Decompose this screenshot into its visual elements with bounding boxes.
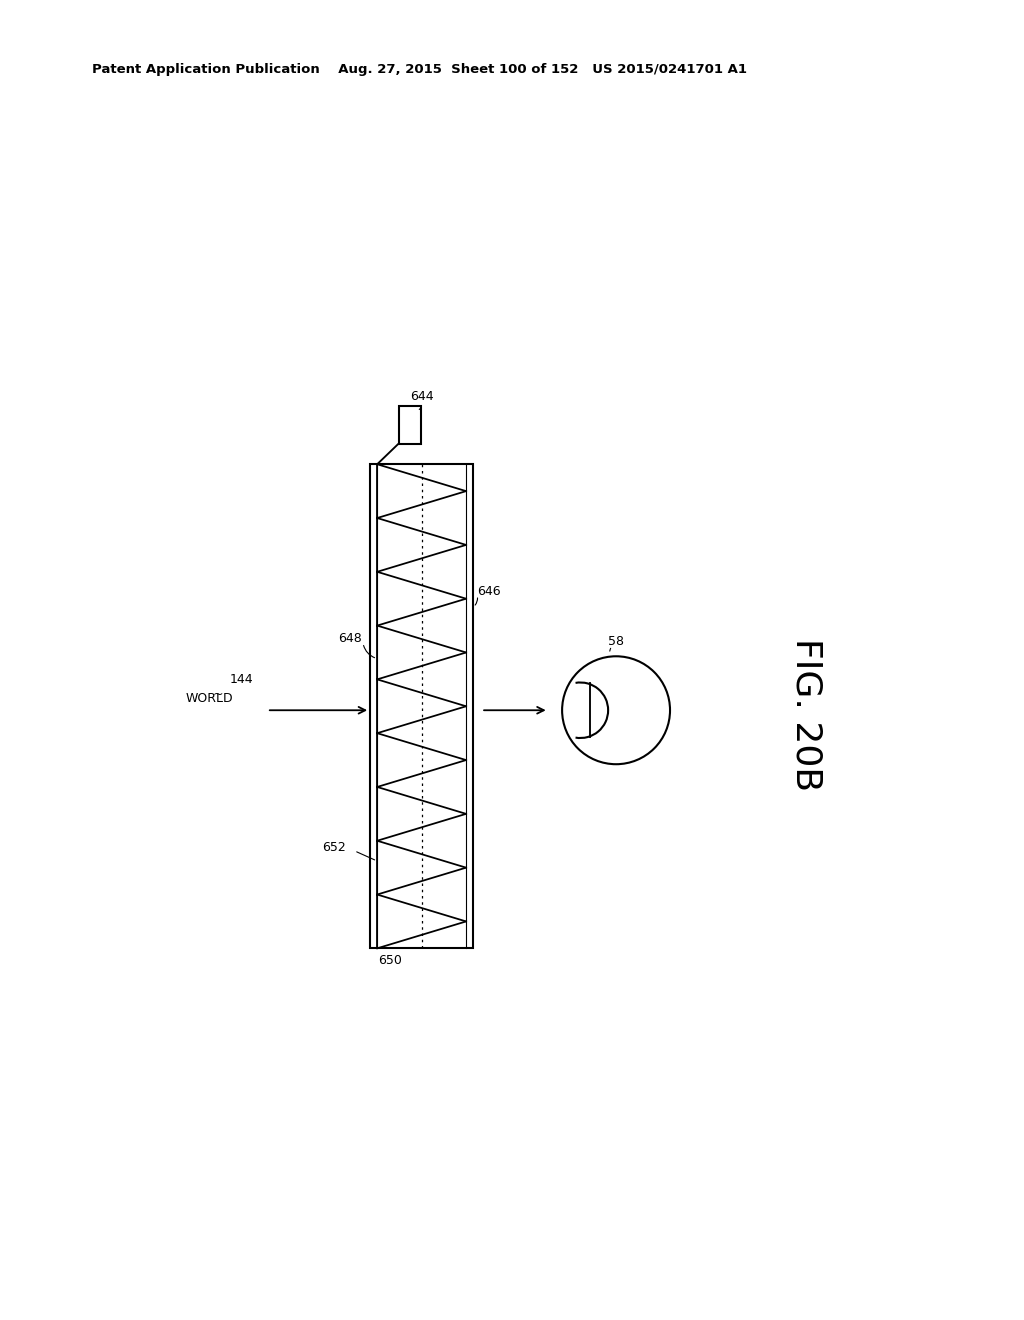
Text: 650: 650 <box>378 954 401 966</box>
Text: Patent Application Publication    Aug. 27, 2015  Sheet 100 of 152   US 2015/0241: Patent Application Publication Aug. 27, … <box>92 63 748 77</box>
Text: 646: 646 <box>477 585 501 598</box>
Text: ~: ~ <box>212 688 223 701</box>
Text: 58: 58 <box>608 635 624 648</box>
Text: WORLD: WORLD <box>186 692 233 705</box>
Text: 652: 652 <box>323 841 346 854</box>
Text: 144: 144 <box>229 673 253 686</box>
Text: 644: 644 <box>410 391 433 403</box>
Text: FIG. 20B: FIG. 20B <box>790 638 823 791</box>
Text: 648: 648 <box>338 632 362 645</box>
